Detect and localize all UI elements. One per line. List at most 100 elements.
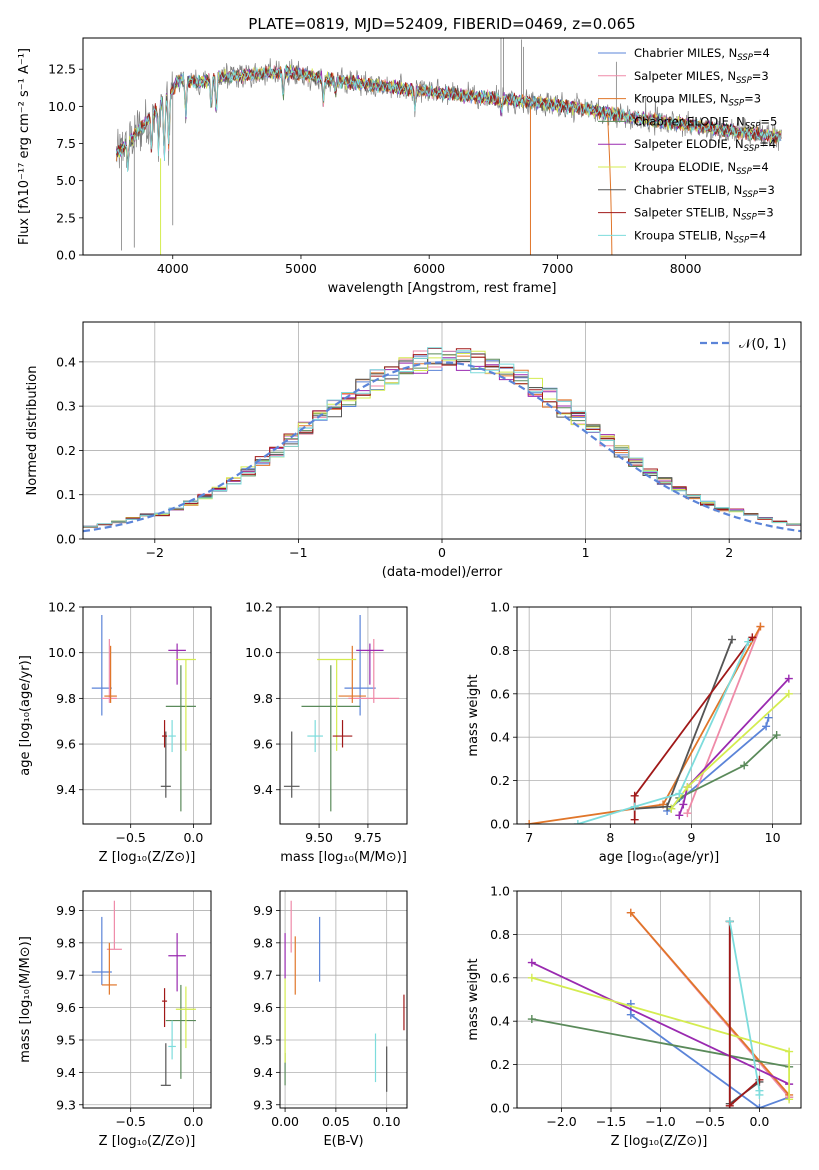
error-bar-point: [165, 665, 196, 812]
axes-frame: [516, 606, 802, 825]
plus-marker: [784, 689, 793, 698]
x-tick-label: 5000: [285, 261, 317, 276]
legend-label-n: =4: [749, 228, 766, 242]
legend-label-sub: SSP: [734, 235, 750, 245]
plot-layer: [91, 614, 196, 812]
y-tick-label: 10.0: [48, 99, 76, 114]
mass-weight-line: [630, 912, 790, 1096]
grid-layer: [83, 891, 211, 1108]
x-axis-label: E(B-V): [323, 1134, 363, 1149]
legend-label-n: =3: [752, 69, 769, 83]
legend-label: Kroupa MILES, NSSP=3: [634, 92, 761, 109]
x-tick-label: 2: [725, 545, 733, 560]
legend-label-text: Salpeter STELIB, N: [634, 206, 741, 220]
plus-marker: [728, 635, 737, 644]
legend-label-sub: SSP: [741, 213, 757, 223]
legend-label: Chabrier STELIB, NSSP=3: [634, 183, 775, 200]
x-tick-label: 0: [438, 545, 446, 560]
model-drop: [606, 113, 613, 255]
y-axis-label: Normed distribution: [25, 366, 40, 496]
x-tick-label: −1: [289, 545, 307, 560]
error-bar-point: [162, 720, 168, 748]
model-spectrum: [115, 65, 782, 172]
error-bar-point: [307, 720, 323, 753]
legend-label-text: Salpeter MILES, N: [634, 69, 736, 83]
axes-layer: 7 8 9 10 0.0 0.2 0.4 0.6 0.8 1.0 age [log₁₀(age/yr…: [466, 600, 802, 865]
plus-marker: [755, 1104, 764, 1108]
legend-label-n: =3: [757, 206, 774, 220]
plot-layer: [83, 347, 801, 533]
plus-marker: [764, 713, 773, 722]
spectrum-panel: 4000 5000 6000 7000 8000 0.0 2.5 5.0 7.5 10.0 12.5…: [17, 37, 802, 296]
plus-marker: [683, 809, 692, 818]
mass-weight-line: [577, 641, 750, 824]
error-bar-point: [160, 731, 171, 798]
y-tick-label: 0.3: [56, 399, 76, 414]
y-axis-label: Flux [fλ10⁻¹⁷ erg cm⁻² s⁻¹ A⁻¹]: [17, 48, 32, 245]
y-tick-label: 0.4: [56, 354, 76, 369]
mass-weight-vs-age-panel: 7 8 9 10 0.0 0.2 0.4 0.6 0.8 1.0 age [log₁₀(age/yr…: [466, 600, 802, 865]
error-bar-point: [162, 988, 168, 1028]
mass-weight-line: [686, 626, 762, 814]
error-bar-point: [160, 1043, 171, 1086]
error-bar-point: [348, 638, 400, 703]
y-tick-label: 9.3: [253, 1097, 273, 1112]
y-tick-label: 0.6: [490, 970, 510, 985]
plus-marker: [725, 917, 734, 926]
x-tick-label: 0.00: [271, 1114, 299, 1129]
legend-label: Salpeter MILES, NSSP=3: [634, 69, 769, 86]
x-tick-label: −1.5: [596, 1114, 626, 1129]
mass-weight-line: [531, 1018, 790, 1068]
error-bar-point: [344, 614, 376, 716]
y-tick-label: 0.2: [490, 1057, 510, 1072]
legend-label: Kroupa STELIB, NSSP=4: [634, 228, 766, 245]
y-tick-label: 0.8: [490, 643, 510, 658]
y-tick-label: 9.4: [56, 782, 76, 797]
y-axis-label: age [log₁₀(age/yr)]: [18, 655, 33, 776]
plus-marker: [630, 815, 639, 824]
error-bar-point: [175, 986, 196, 1049]
y-tick-label: 9.3: [56, 1097, 76, 1112]
mass-weight-line: [670, 734, 778, 810]
axes-layer: −0.5 0.0 9.3 9.4 9.5 9.6 9.7 9.8 9.9 Z [log₁₀(Z/Z…: [18, 890, 212, 1149]
grid-layer: [280, 606, 407, 824]
y-tick-label: 0.8: [490, 927, 510, 942]
y-tick-label: 9.8: [253, 691, 273, 706]
axes-layer: −2 −1 0 1 2 0.0 0.1 0.2 0.3 0.4 (data-model)/error…: [25, 321, 802, 580]
legend-label-text: Salpeter ELODIE, N: [634, 137, 744, 151]
mass-weight-line: [633, 636, 754, 820]
x-tick-label: 7: [525, 830, 533, 845]
x-axis-label: mass [log₁₀(M/M⊙)]: [280, 850, 407, 865]
normal-curve: [83, 361, 801, 533]
error-bar-point: [104, 645, 117, 703]
mass-weight-line: [531, 961, 790, 1085]
x-tick-label: 7000: [541, 261, 573, 276]
x-tick-label: −1.0: [645, 1114, 675, 1129]
error-bar-point: [168, 643, 186, 685]
y-tick-label: 9.4: [56, 1065, 76, 1080]
x-axis-label: Z [log₁₀(Z/Z⊙)]: [99, 1134, 196, 1149]
legend-label-n: =4: [753, 46, 770, 60]
x-tick-label: 1: [582, 545, 590, 560]
x-tick-label: 6000: [413, 261, 445, 276]
x-tick-label: −0.5: [695, 1114, 725, 1129]
age-vs-metallicity-panel: −0.5 0.0 9.4 9.6 9.8 10.0 10.2 Z [log₁₀(Z/Z⊙)] a…: [18, 600, 212, 865]
plus-marker: [630, 791, 639, 800]
legend-label: 𝒩(0, 1): [739, 337, 786, 352]
y-tick-label: 9.6: [253, 1000, 273, 1015]
error-bar-point: [101, 942, 117, 995]
y-tick-label: 10.0: [48, 645, 76, 660]
y-tick-label: 9.4: [253, 782, 273, 797]
x-tick-label: 8000: [670, 261, 702, 276]
residual-histogram: [83, 347, 801, 527]
y-tick-label: 9.4: [253, 1065, 273, 1080]
plus-marker: [679, 800, 688, 809]
axes-frame: [82, 321, 802, 540]
plus-marker: [744, 637, 753, 646]
x-axis-label: wavelength [Angstrom, rest frame]: [328, 281, 557, 296]
y-tick-label: 5.0: [56, 173, 76, 188]
y-axis-label: mass [log₁₀(M/M⊙)]: [18, 936, 33, 1063]
plot-layer: [525, 622, 793, 824]
plus-marker: [725, 1101, 734, 1108]
